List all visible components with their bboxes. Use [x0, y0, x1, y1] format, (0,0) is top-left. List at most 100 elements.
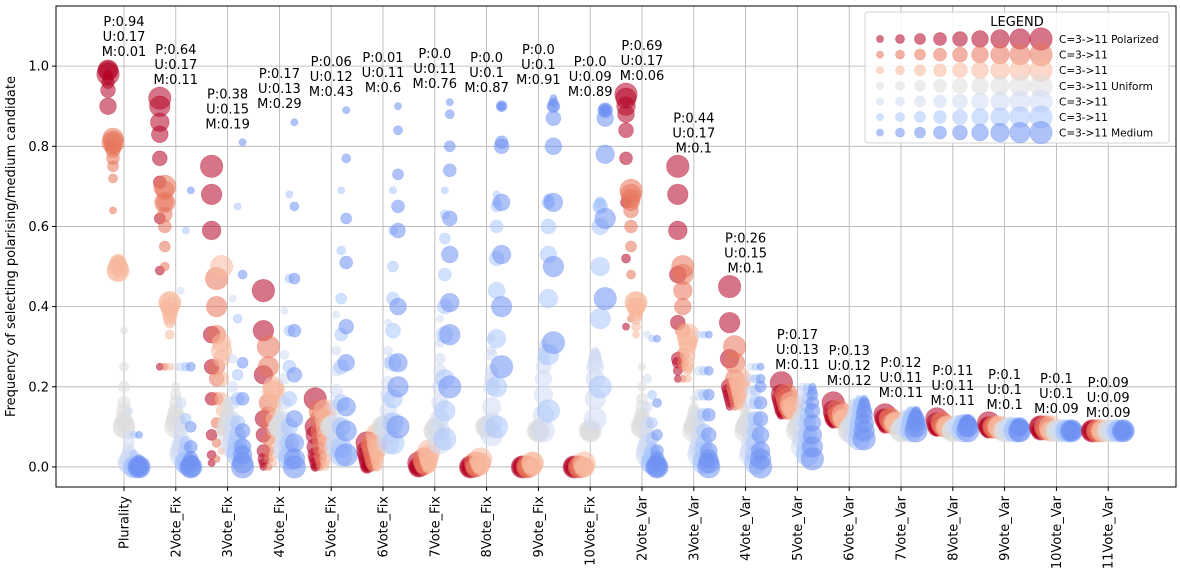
legend-marker-4-c8 [971, 92, 989, 111]
data-point-8vote-fix-g4-c5 [485, 348, 498, 361]
data-point-9vote-fix-g4-c11 [531, 419, 556, 443]
data-point-2vote-fix-g0-c7 [152, 150, 168, 167]
x-tick-label-6vote-var: 6Vote_Var [843, 495, 858, 561]
annotation-8vote-fix-line-0: P:0.0 [470, 51, 503, 66]
data-point-3vote-fix-g0-c5 [205, 428, 218, 441]
legend-marker-1-c5 [914, 48, 926, 61]
annotation-11vote-var-line-0: P:0.09 [1088, 376, 1129, 391]
data-point-8vote-var-g6-c11 [956, 419, 980, 443]
x-tick-label-7vote-var: 7Vote_Var [895, 495, 910, 561]
annotation-6vote-var-line-0: P:0.13 [829, 344, 870, 359]
y-axis-ticks: 0.0 0.2 0.4 0.6 0.8 1.0 [28, 60, 56, 475]
annotation-3vote-var-line-0: P:0.44 [673, 111, 714, 126]
legend-marker-2-c8 [971, 61, 989, 79]
data-point-6vote-fix-g5-c3 [388, 186, 397, 195]
annotation-5vote-fix-line-2: M:0.43 [309, 85, 354, 100]
legend-label-0: C=3->11 Polarized [1059, 34, 1159, 46]
data-point-3vote-fix-g6-c3 [238, 138, 247, 147]
data-point-2vote-fix-g2-c11 [158, 291, 182, 315]
annotation-5vote-fix-line-1: U:0.12 [310, 70, 353, 85]
legend-marker-2-c7 [952, 62, 968, 78]
data-point-3vote-var-g2-c3 [683, 374, 692, 383]
y-tick-label: 0.2 [28, 380, 49, 395]
data-point-3vote-fix-g5-c3 [233, 202, 242, 211]
legend-marker-5-c8 [971, 108, 989, 126]
data-point-10vote-fix-g4-c11 [583, 407, 607, 431]
annotation-2vote-fix-line-2: M:0.11 [154, 73, 199, 88]
data-point-5vote-fix-g6-c5 [340, 212, 353, 225]
data-points [96, 59, 1135, 479]
data-point-plurality-g0-c11 [96, 62, 120, 86]
data-point-2vote-fix-g5-c5 [179, 412, 192, 425]
legend-marker-4-c6 [933, 94, 947, 109]
data-point-7vote-fix-g6-c10 [439, 324, 461, 346]
data-point-3vote-fix-g6-c4 [237, 269, 248, 280]
data-point-5vote-var-g6-c11 [800, 447, 825, 471]
legend-marker-3-c8 [971, 77, 989, 95]
annotation-7vote-var-line-2: M:0.11 [879, 386, 924, 401]
data-point-3vote-fix-g5-c4 [232, 313, 243, 324]
data-point-5vote-fix-g6-c10 [335, 420, 357, 442]
annotation-10vote-var-line-2: M:0.09 [1034, 402, 1079, 417]
annotation-10vote-var-line-0: P:0.1 [1040, 372, 1073, 387]
data-point-8vote-fix-g5-c6 [489, 219, 504, 234]
x-tick-label-2vote-var: 2Vote_Var [636, 495, 651, 561]
annotation-7vote-var-line-1: U:0.11 [880, 371, 923, 386]
data-point-4vote-fix-g2-c3 [269, 458, 278, 467]
data-point-5vote-fix-g4-c4 [331, 345, 342, 356]
x-tick-label-9vote-fix: 9Vote_Fix [532, 496, 547, 558]
data-point-2vote-fix-g1-c4 [159, 261, 170, 272]
data-point-3vote-var-g6-c3 [704, 330, 713, 339]
data-point-4vote-fix-g6-c3 [290, 118, 299, 127]
legend-marker-6-c9 [990, 122, 1010, 143]
x-axis-ticks: Plurality 2Vote_Fix 3Vote_Fix 4Vote_Fix 5Vot… [118, 487, 1117, 569]
data-point-7vote-var-g6-c11 [904, 419, 928, 443]
data-point-6vote-fix-g6-c5 [392, 168, 404, 181]
x-tick-label-3vote-fix: 3Vote_Fix [221, 496, 236, 558]
data-point-2vote-var-g4-c3 [643, 330, 652, 339]
data-point-8vote-fix-g2-c11 [468, 447, 493, 471]
data-point-9vote-fix-g6-c7 [545, 110, 562, 127]
data-point-2vote-var-g3-c4 [637, 381, 647, 392]
annotation-9vote-fix-line-0: P:0.0 [522, 43, 555, 58]
annotation-4vote-var-line-1: U:0.15 [724, 247, 767, 262]
data-point-10vote-fix-g6-c10 [594, 207, 616, 230]
data-point-8vote-fix-g5-c10 [485, 376, 508, 398]
data-point-5vote-fix-g6-c11 [334, 443, 358, 467]
data-point-3vote-var-g0-c11 [666, 154, 690, 178]
data-point-5vote-fix-g6-c9 [336, 397, 356, 417]
data-point-plurality-g1-c3 [109, 206, 118, 215]
annotation-11vote-var-line-2: M:0.09 [1086, 406, 1131, 421]
legend-marker-0-c6 [933, 32, 947, 46]
data-point-2vote-fix-g5-c3 [181, 226, 190, 235]
data-point-7vote-fix-g6-c11 [438, 375, 462, 399]
legend-marker-5-c3 [876, 113, 885, 122]
data-point-2vote-var-g2-c3 [632, 330, 641, 339]
data-point-2vote-var-g1-c6 [624, 219, 638, 234]
data-point-plurality-g6-c3 [134, 430, 143, 439]
annotation-9vote-fix-line-2: M:0.91 [516, 73, 561, 88]
data-point-3vote-fix-g0-c10 [200, 183, 223, 206]
annotation-9vote-var-line-1: U:0.1 [987, 383, 1022, 398]
annotation-5vote-fix-line-0: P:0.06 [311, 55, 352, 70]
legend-marker-6-c10 [1009, 121, 1031, 144]
data-point-5vote-fix-g5-c5 [335, 292, 348, 305]
legend-marker-3-c4 [895, 80, 905, 91]
data-point-9vote-var-g6-c11 [1007, 419, 1032, 443]
data-point-4vote-fix-g4-c4 [279, 349, 290, 360]
annotation-9vote-fix-line-1: U:0.1 [521, 58, 556, 73]
annotation-4vote-var-line-0: P:0.26 [725, 232, 766, 247]
data-point-5vote-fix-g6-c8 [337, 353, 355, 372]
x-tick-label-8vote-fix: 8Vote_Fix [480, 496, 495, 558]
data-point-8vote-fix-g6-c8 [492, 193, 511, 212]
data-point-plurality-g3-c3 [120, 326, 129, 335]
data-point-3vote-fix-g2-c11 [210, 254, 234, 279]
data-point-2vote-var-g6-c3 [653, 334, 662, 343]
data-point-2vote-fix-g6-c3 [186, 186, 195, 195]
annotation-4vote-fix-line-0: P:0.17 [259, 67, 300, 82]
data-point-3vote-fix-g4-c3 [228, 294, 237, 303]
data-point-4vote-fix-g1-c10 [257, 356, 280, 378]
data-point-3vote-fix-g6-c5 [236, 356, 249, 369]
legend-marker-5-c6 [933, 110, 947, 124]
data-point-10vote-fix-g5-c9 [590, 256, 610, 277]
